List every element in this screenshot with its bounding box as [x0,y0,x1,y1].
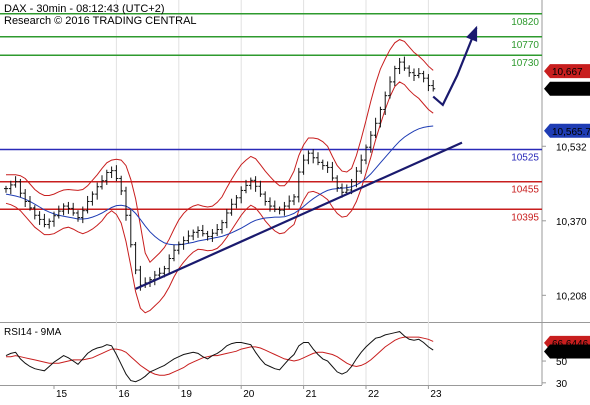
price-axis: 10,532 10,370 10,208 [542,142,587,302]
time-tick-label: 21 [306,389,318,400]
chart-credit: Research © 2016 TRADING CENTRAL [4,15,197,27]
last-price-tag [544,81,590,96]
price-tick-label: 10,532 [556,142,587,153]
last-price-tag-label: 10,657 [552,85,583,96]
price-tags: 10,667 10,657 10,565.7 [544,64,590,138]
rsi-tick-label: 50 [556,357,568,368]
time-tick-label: 15 [56,389,68,400]
rsi-ma-value-tag-label: 58.7799 [552,347,589,358]
time-tick-label: 23 [430,389,442,400]
rsi-tick-label: 30 [556,379,568,390]
moving-average-tag-label: 10,565.7 [552,127,590,138]
rsi-value-tag-label: 66.6446 [552,339,589,350]
resistance-line-label: 10770 [511,40,539,51]
pivot-line-label: 10525 [511,153,539,164]
upper-band-tag [544,64,590,79]
rsi-ma-line [6,336,434,376]
rsi-ma-value-tag [544,344,590,359]
bollinger-upper-band [6,39,434,264]
time-tick-label: 19 [181,389,193,400]
moving-average-line [5,125,434,246]
trend-objects [135,25,478,290]
time-tick-label: 22 [368,389,380,400]
bollinger-bands [5,39,434,314]
time-tick-label: 20 [243,389,255,400]
price-levels: 10820 10770 10730 10525 10455 10395 [0,13,542,223]
bollinger-lower-band [5,81,434,314]
forecast-arrow-head [466,25,478,42]
time-tick-label: 16 [118,389,130,400]
forecast-arrow-path [432,27,478,107]
price-candles [4,56,436,291]
support-line-label: 10395 [511,212,539,223]
price-tick-label: 10,370 [556,217,587,228]
support-line-label: 10455 [511,185,539,196]
moving-average-tag [544,123,590,138]
upper-band-tag-label: 10,667 [552,67,583,78]
support-trendline [135,141,463,290]
rsi-panel-label: RSI14 - 9MA [4,327,62,338]
chart-title: DAX - 30min - 08:12:43 (UTC+2) [4,3,164,15]
price-tick-label: 10,208 [556,291,587,302]
time-axis: 15 16 19 20 21 22 23 [53,385,442,400]
rsi14-line [5,331,434,383]
resistance-line-label: 10820 [511,17,539,28]
resistance-line-label: 10730 [511,58,539,69]
